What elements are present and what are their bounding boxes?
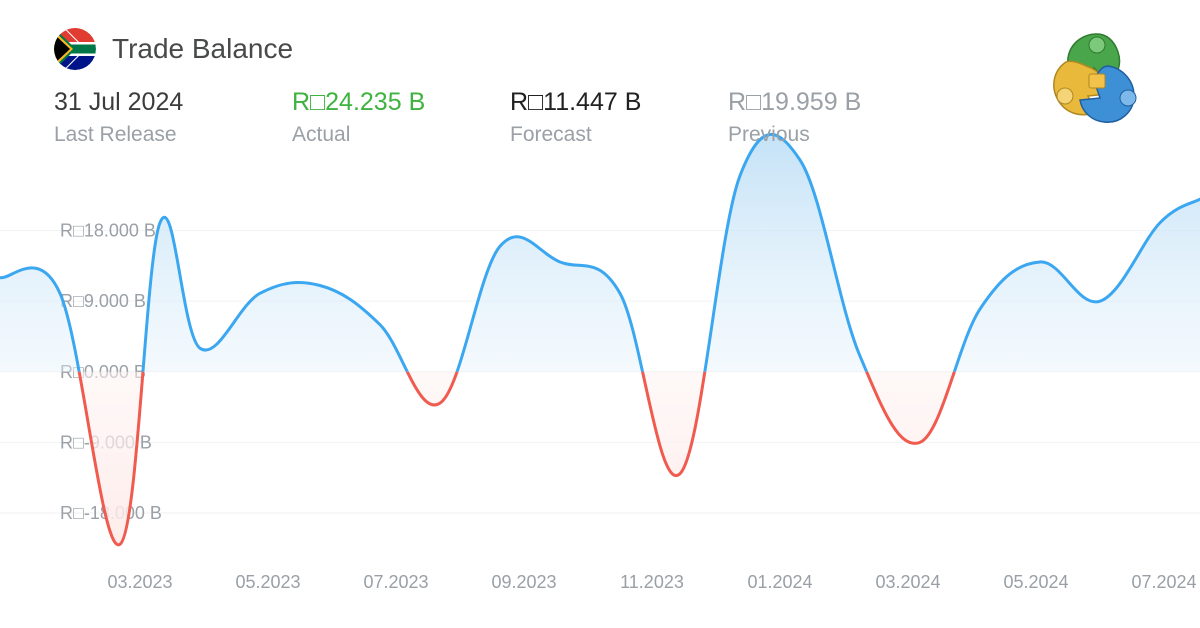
actual-value: R□24.235 B	[292, 88, 510, 117]
metric-previous: R□19.959 B Previous	[728, 88, 928, 147]
svg-text:05.2023: 05.2023	[235, 572, 300, 592]
svg-text:01.2024: 01.2024	[747, 572, 812, 592]
title-row: Trade Balance	[54, 28, 1146, 70]
svg-text:09.2023: 09.2023	[491, 572, 556, 592]
forecast-value: R□11.447 B	[510, 88, 728, 117]
forecast-label: Forecast	[510, 123, 728, 147]
svg-text:07.2023: 07.2023	[363, 572, 428, 592]
page-title: Trade Balance	[112, 33, 293, 65]
metric-actual: R□24.235 B Actual	[292, 88, 510, 147]
last-release-label: Last Release	[54, 123, 292, 147]
header: Trade Balance 31 Jul 2024 Last Release R…	[54, 28, 1146, 147]
south-africa-flag-icon	[54, 28, 96, 70]
svg-text:03.2024: 03.2024	[875, 572, 940, 592]
previous-value: R□19.959 B	[728, 88, 928, 117]
previous-label: Previous	[728, 123, 928, 147]
svg-text:05.2024: 05.2024	[1003, 572, 1068, 592]
actual-label: Actual	[292, 123, 510, 147]
metric-last-release: 31 Jul 2024 Last Release	[54, 88, 292, 147]
metatrader-logo-icon	[1042, 26, 1152, 136]
metric-forecast: R□11.447 B Forecast	[510, 88, 728, 147]
svg-text:03.2023: 03.2023	[107, 572, 172, 592]
svg-text:R□18.000 B: R□18.000 B	[60, 221, 156, 241]
svg-text:11.2023: 11.2023	[620, 572, 684, 592]
metrics-row: 31 Jul 2024 Last Release R□24.235 B Actu…	[54, 88, 1146, 147]
last-release-value: 31 Jul 2024	[54, 88, 292, 117]
svg-text:R□9.000 B: R□9.000 B	[60, 291, 146, 311]
svg-text:07.2024: 07.2024	[1131, 572, 1196, 592]
